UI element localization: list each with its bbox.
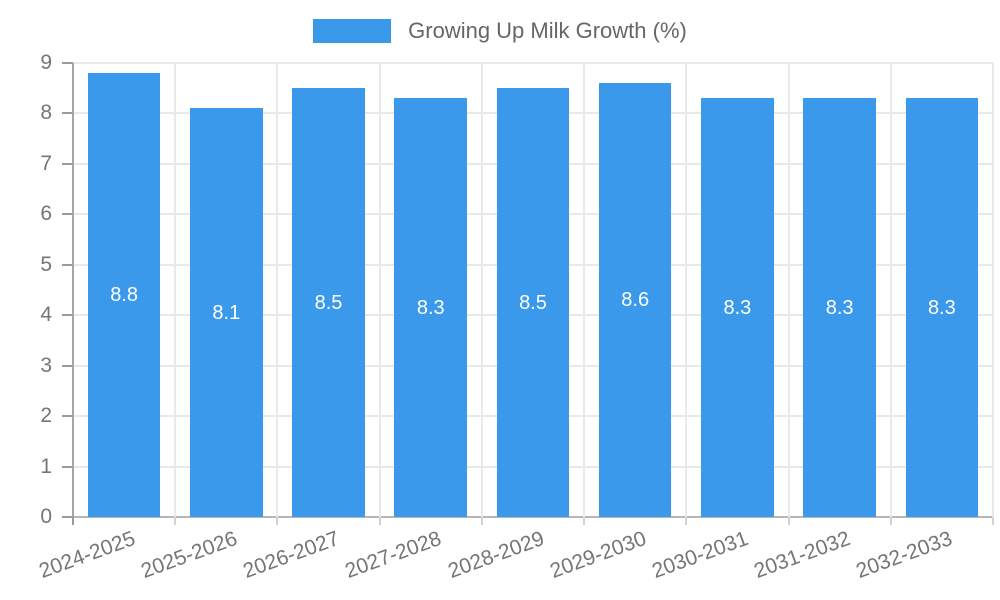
y-axis-tick-label: 3 xyxy=(40,353,52,377)
y-axis-tick-label: 4 xyxy=(40,303,52,327)
bar-2025-2026[interactable]: 8.1 xyxy=(190,108,263,517)
x-axis-tick-label: 2025-2026 xyxy=(137,527,241,583)
x-axis-tick-label: 2024-2025 xyxy=(35,527,138,583)
y-tick-mark xyxy=(62,465,73,468)
bar-column: 8.3 xyxy=(380,63,482,517)
bar-column: 8.5 xyxy=(277,63,379,517)
bar-value-label: 8.6 xyxy=(621,289,650,312)
y-axis-tick-label: 2 xyxy=(40,404,52,428)
x-axis-tick-label: 2027-2028 xyxy=(342,527,445,583)
y-tick-mark xyxy=(62,516,73,518)
bar-2031-2032[interactable]: 8.3 xyxy=(803,98,876,517)
y-axis-tick-label: 9 xyxy=(40,51,52,75)
y-tick-mark xyxy=(62,263,73,266)
legend-label: Growing Up Milk Growth (%) xyxy=(408,18,687,43)
x-tick-mark xyxy=(787,517,790,525)
x-tick-mark xyxy=(685,517,688,525)
bar-value-label: 8.3 xyxy=(927,296,956,319)
y-axis-tick-label: 6 xyxy=(40,202,52,226)
bar-value-label: 8.3 xyxy=(723,296,752,319)
y-tick-mark xyxy=(62,213,73,216)
bar-value-label: 8.1 xyxy=(212,301,241,324)
bar-2028-2029[interactable]: 8.5 xyxy=(496,88,570,517)
bar-column: 8.6 xyxy=(584,63,686,517)
x-axis-tick-label: 2026-2027 xyxy=(240,527,343,583)
plot-area: 8.8 8.1 8.5 8.3 8.5 8.6 8.3 8.3 8.3 xyxy=(72,62,994,518)
bars-container: 8.8 8.1 8.5 8.3 8.5 8.6 8.3 8.3 8.3 xyxy=(73,63,993,517)
x-tick-mark xyxy=(583,517,586,525)
bar-2024-2025[interactable]: 8.8 xyxy=(87,73,161,517)
x-axis-tick-label: 2032-2033 xyxy=(853,527,956,583)
legend[interactable]: Growing Up Milk Growth (%) xyxy=(0,18,1000,44)
y-axis-tick-label: 8 xyxy=(40,101,52,125)
y-tick-mark xyxy=(62,364,73,367)
y-axis-tick-label: 7 xyxy=(40,151,52,175)
y-axis-tick-label: 0 xyxy=(40,505,52,529)
bar-value-label: 8.3 xyxy=(825,296,854,319)
y-axis-tick-label: 1 xyxy=(40,454,52,478)
bar-2030-2031[interactable]: 8.3 xyxy=(701,98,774,517)
x-axis-tick-label: 2028-2029 xyxy=(444,527,547,583)
x-axis-tick-label: 2031-2032 xyxy=(751,527,854,583)
legend-swatch-icon xyxy=(313,19,392,43)
x-tick-mark xyxy=(480,517,483,525)
bar-value-label: 8.5 xyxy=(519,291,547,314)
x-axis-tick-label: 2030-2031 xyxy=(649,527,752,583)
y-tick-mark xyxy=(62,62,73,64)
bar-2027-2028[interactable]: 8.3 xyxy=(394,98,468,517)
y-tick-mark xyxy=(62,162,73,165)
y-tick-mark xyxy=(62,415,73,418)
bar-value-label: 8.3 xyxy=(416,296,445,319)
bar-column: 8.1 xyxy=(175,63,277,517)
x-tick-mark xyxy=(72,517,74,525)
x-tick-mark xyxy=(992,517,994,525)
x-tick-mark xyxy=(276,517,279,525)
x-tick-mark xyxy=(378,517,381,525)
bar-value-label: 8.5 xyxy=(314,291,343,314)
bar-2029-2030[interactable]: 8.6 xyxy=(598,83,672,517)
bar-value-label: 8.8 xyxy=(110,284,138,307)
bar-2032-2033[interactable]: 8.3 xyxy=(905,98,979,517)
x-tick-mark xyxy=(174,517,177,525)
bar-column: 8.3 xyxy=(686,63,788,517)
y-axis-tick-label: 5 xyxy=(40,252,52,276)
x-axis-tick-label: 2029-2030 xyxy=(546,527,650,583)
bar-2026-2027[interactable]: 8.5 xyxy=(292,88,365,517)
y-tick-mark xyxy=(62,112,73,115)
bar-column: 8.5 xyxy=(482,63,584,517)
bar-column: 8.3 xyxy=(891,63,993,517)
y-tick-mark xyxy=(62,314,73,317)
x-tick-mark xyxy=(889,517,892,525)
bar-column: 8.8 xyxy=(73,63,175,517)
bar-column: 8.3 xyxy=(789,63,891,517)
